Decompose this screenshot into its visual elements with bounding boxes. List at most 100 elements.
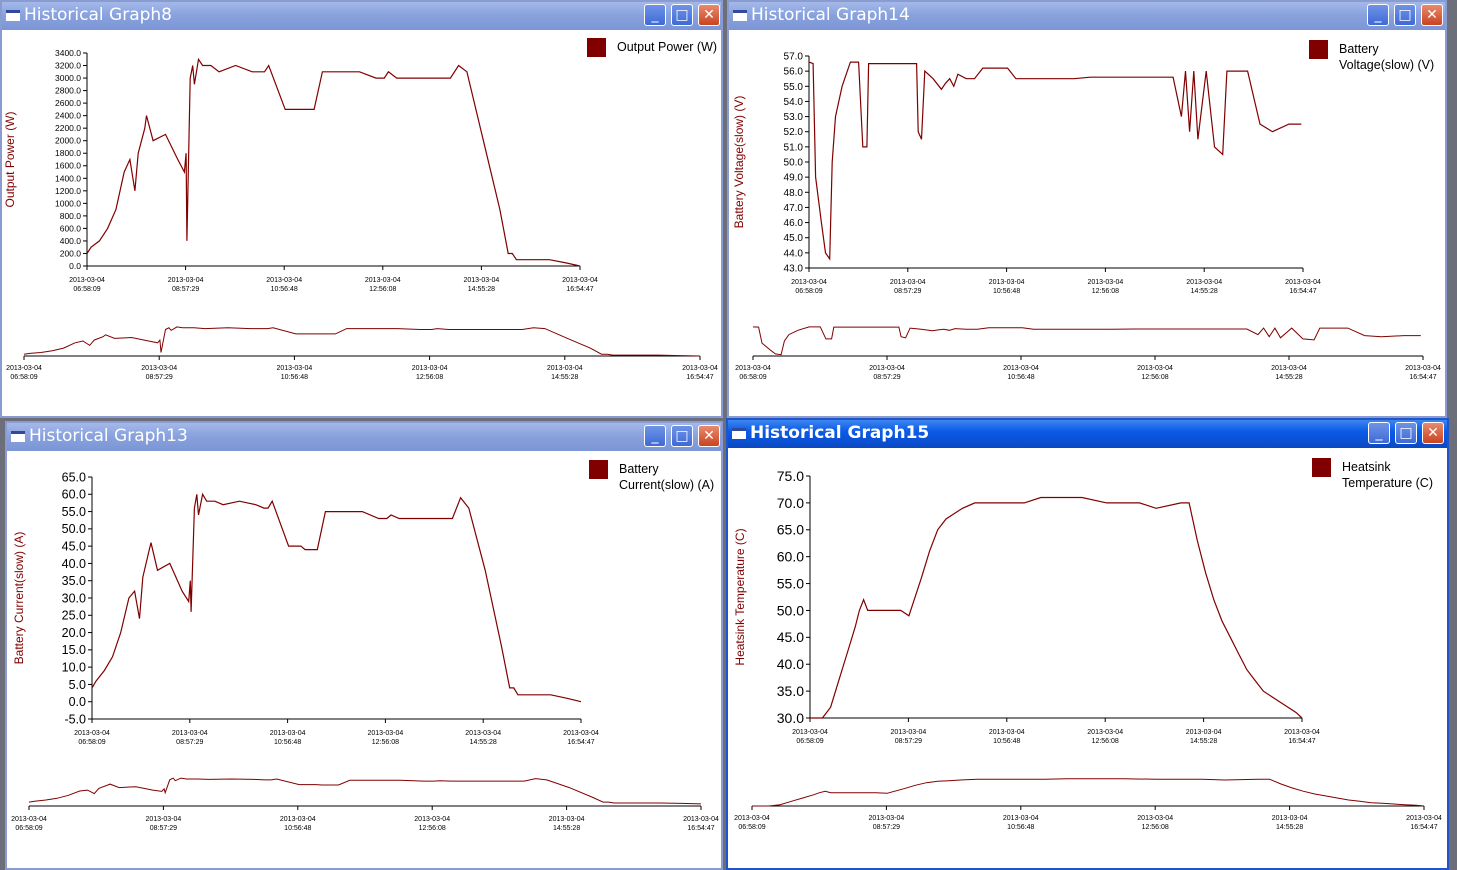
y-tick-label: 2000.0 bbox=[55, 136, 81, 146]
legend-swatch bbox=[587, 38, 606, 57]
overview-tick-label-time: 06:58:09 bbox=[15, 825, 42, 832]
window-icon[interactable] bbox=[6, 10, 20, 21]
title-bar[interactable]: Historical Graph13 _ □ ✕ bbox=[7, 423, 721, 451]
y-tick-label: 1800.0 bbox=[55, 148, 81, 158]
y-tick-label: 35.0 bbox=[777, 683, 804, 699]
minimize-button[interactable]: _ bbox=[644, 4, 666, 26]
y-tick-label: 2600.0 bbox=[55, 98, 81, 108]
overview-tick-label-time: 12:56:08 bbox=[416, 374, 443, 381]
y-tick-label: 50.0 bbox=[777, 602, 804, 618]
y-tick-label: 46.0 bbox=[784, 218, 804, 229]
minimize-button[interactable]: _ bbox=[1367, 4, 1389, 26]
legend-label: Output Power (W) bbox=[617, 40, 717, 54]
x-tick-label-date: 2013-03-04 bbox=[989, 279, 1025, 286]
y-tick-label: 70.0 bbox=[777, 495, 804, 511]
y-tick-label: 1000.0 bbox=[55, 198, 81, 208]
maximize-button[interactable]: □ bbox=[671, 425, 693, 447]
maximize-button[interactable]: □ bbox=[1394, 4, 1416, 26]
x-tick-label-time: 08:57:29 bbox=[172, 286, 199, 293]
y-tick-label: 48.0 bbox=[784, 188, 804, 199]
y-tick-label: 0.0 bbox=[69, 695, 86, 709]
x-tick-label-date: 2013-03-04 bbox=[365, 277, 401, 284]
title-bar[interactable]: Historical Graph14 _ □ ✕ bbox=[729, 2, 1445, 30]
overview-tick-label-time: 14:55:28 bbox=[551, 374, 578, 381]
close-button[interactable]: ✕ bbox=[1422, 422, 1444, 444]
window-title: Historical Graph14 bbox=[751, 5, 910, 25]
overview-tick-label-date: 2013-03-04 bbox=[735, 365, 771, 372]
y-axis-label: Battery Voltage(slow) (V) bbox=[732, 96, 746, 229]
overview-tick-label-date: 2013-03-04 bbox=[280, 816, 316, 823]
overview-tick-label-time: 16:54:47 bbox=[1410, 824, 1437, 831]
y-tick-label: 55.0 bbox=[777, 575, 804, 591]
y-tick-label: 45.0 bbox=[784, 233, 804, 244]
x-tick-label-time: 10:56:48 bbox=[993, 288, 1020, 295]
minimize-button[interactable]: _ bbox=[1368, 422, 1390, 444]
x-tick-label-date: 2013-03-04 bbox=[792, 729, 828, 736]
y-tick-label: 55.0 bbox=[784, 82, 804, 93]
x-tick-label-time: 10:56:48 bbox=[271, 286, 298, 293]
overview-series-line bbox=[28, 777, 702, 805]
x-tick-label-date: 2013-03-04 bbox=[1186, 279, 1222, 286]
overview-tick-label-time: 10:56:48 bbox=[281, 374, 308, 381]
title-bar[interactable]: Historical Graph8 _ □ ✕ bbox=[2, 2, 721, 30]
legend-swatch bbox=[589, 460, 608, 479]
x-tick-label-time: 08:57:29 bbox=[894, 288, 921, 295]
series-line bbox=[91, 492, 582, 703]
overview-tick-label-date: 2013-03-04 bbox=[868, 815, 904, 822]
close-button[interactable]: ✕ bbox=[698, 4, 720, 26]
overview-tick-label-time: 10:56:48 bbox=[284, 825, 311, 832]
overview-tick-label-time: 14:55:28 bbox=[553, 825, 580, 832]
overview-tick-label-date: 2013-03-04 bbox=[1003, 815, 1039, 822]
window-icon[interactable] bbox=[732, 428, 746, 439]
overview-tick-label-date: 2013-03-04 bbox=[1272, 815, 1308, 822]
title-bar[interactable]: Historical Graph15 _ □ ✕ bbox=[728, 420, 1447, 448]
series-line bbox=[810, 496, 1303, 719]
window-icon[interactable] bbox=[733, 10, 747, 21]
overview-tick-label-date: 2013-03-04 bbox=[1271, 365, 1307, 372]
y-tick-label: 56.0 bbox=[784, 67, 804, 78]
y-tick-label: 5.0 bbox=[69, 678, 86, 692]
y-tick-label: 50.0 bbox=[784, 158, 804, 169]
maximize-button[interactable]: □ bbox=[1395, 422, 1417, 444]
close-button[interactable]: ✕ bbox=[698, 425, 720, 447]
overview-tick-label-date: 2013-03-04 bbox=[1003, 365, 1039, 372]
x-tick-label-date: 2013-03-04 bbox=[890, 279, 926, 286]
series-line bbox=[86, 57, 581, 267]
x-tick-label-time: 14:55:28 bbox=[468, 286, 495, 293]
window-icon[interactable] bbox=[11, 431, 25, 442]
overview-tick-label-date: 2013-03-04 bbox=[869, 365, 905, 372]
x-tick-label-date: 2013-03-04 bbox=[463, 277, 499, 284]
legend-label: Voltage(slow) (V) bbox=[1339, 58, 1434, 72]
y-tick-label: -5.0 bbox=[64, 712, 86, 726]
y-tick-label: 40.0 bbox=[777, 656, 804, 672]
x-tick-label-time: 16:54:47 bbox=[1289, 288, 1316, 295]
x-tick-label-time: 08:57:29 bbox=[176, 739, 203, 746]
y-tick-label: 600.0 bbox=[60, 223, 82, 233]
x-tick-label-date: 2013-03-04 bbox=[1087, 729, 1123, 736]
y-tick-label: 60.0 bbox=[777, 549, 804, 565]
y-tick-label: 65.0 bbox=[777, 522, 804, 538]
y-tick-label: 2400.0 bbox=[55, 111, 81, 121]
y-axis-label: Heatsink Temperature (C) bbox=[733, 528, 747, 665]
overview-tick-label-date: 2013-03-04 bbox=[145, 816, 181, 823]
window-historical-graph8[interactable]: Historical Graph8 _ □ ✕ 0.0 200.0 400.0 600… bbox=[0, 0, 723, 418]
overview-tick-label-time: 08:57:29 bbox=[150, 825, 177, 832]
window-historical-graph15[interactable]: Historical Graph15 _ □ ✕ 30.0 35.0 40.0 45.… bbox=[726, 418, 1449, 870]
overview-tick-label-time: 16:54:47 bbox=[686, 374, 713, 381]
x-tick-label-time: 06:58:09 bbox=[795, 288, 822, 295]
overview-tick-label-time: 10:56:48 bbox=[1007, 824, 1034, 831]
y-tick-label: 57.0 bbox=[784, 52, 804, 63]
legend-label: Current(slow) (A) bbox=[619, 478, 714, 492]
window-historical-graph13[interactable]: Historical Graph13 _ □ ✕ -5.0 0.0 5.0 10.0 1… bbox=[5, 421, 723, 870]
overview-series-line bbox=[752, 778, 1425, 807]
x-tick-label-date: 2013-03-04 bbox=[74, 730, 110, 737]
overview-tick-label-time: 14:55:28 bbox=[1275, 374, 1302, 381]
window-historical-graph14[interactable]: Historical Graph14 _ □ ✕ 43.0 44.0 45.0 46.… bbox=[727, 0, 1447, 418]
close-button[interactable]: ✕ bbox=[1421, 4, 1443, 26]
legend-label: Battery bbox=[1339, 42, 1379, 56]
maximize-button[interactable]: □ bbox=[671, 4, 693, 26]
y-tick-label: 400.0 bbox=[60, 236, 82, 246]
x-tick-label-time: 06:58:09 bbox=[78, 739, 105, 746]
y-tick-label: 50.0 bbox=[62, 522, 86, 536]
minimize-button[interactable]: _ bbox=[644, 425, 666, 447]
